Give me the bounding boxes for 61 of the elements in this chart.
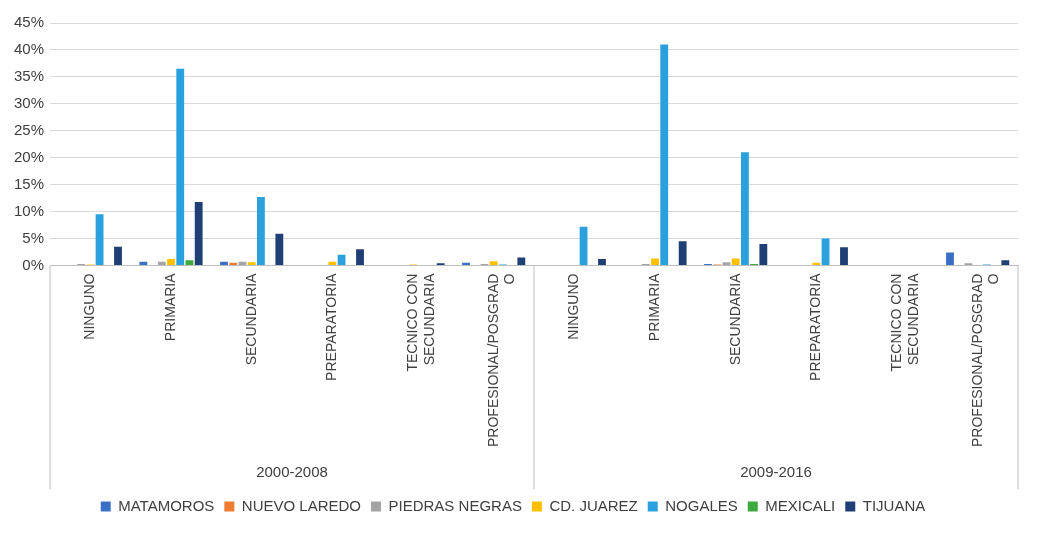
bar [114, 246, 122, 266]
y-tick-label: 30% [13, 93, 45, 111]
legend-label: NOGALES [665, 496, 738, 514]
bar [229, 262, 238, 266]
y-tick-label: 0% [22, 255, 45, 273]
y-tick-label: 45% [13, 13, 45, 31]
bar [678, 241, 687, 266]
bar [722, 262, 731, 266]
legend-label: MATAMOROS [118, 496, 215, 514]
bar [651, 258, 659, 266]
bar [731, 258, 740, 266]
y-tick-label: 35% [13, 67, 45, 85]
bar [489, 261, 498, 266]
bar [247, 262, 256, 266]
legend-label: CD. JUAREZ [549, 496, 638, 514]
x-tick-label: TECNICO CON SECUNDARIA [403, 272, 437, 372]
bar [840, 247, 848, 266]
bar [328, 261, 337, 266]
x-tick-label: SECUNDARIA [726, 272, 743, 366]
bar [256, 197, 265, 266]
bar [167, 259, 175, 266]
bar [740, 152, 749, 266]
bar [812, 262, 821, 266]
bar [946, 252, 954, 266]
bar [157, 261, 166, 266]
text: 2009-2016 [740, 463, 812, 481]
bar [759, 243, 768, 266]
bar [220, 261, 228, 266]
x-tick-label: PREPARATORIA [807, 272, 824, 381]
bar [462, 262, 470, 266]
x-tick-label: PROFESIONAL/POSGRADO [484, 273, 518, 447]
x-tick-label: PREPARATORIA [323, 272, 340, 381]
bar [1001, 260, 1010, 266]
bar [176, 68, 185, 266]
text: 2000-2008 [256, 463, 328, 481]
legend-label: PIEDRAS NEGRAS [388, 496, 522, 514]
x-tick-label: PROFESIONAL/POSGRADO [968, 273, 1002, 447]
y-tick-label: 15% [13, 174, 45, 192]
bar [275, 233, 284, 266]
y-tick-label: 10% [13, 201, 45, 219]
x-tick-label: PRIMARIA [645, 272, 662, 342]
x-tick-label: TECNICO CON SECUNDARIA [887, 272, 921, 372]
bar [660, 44, 669, 266]
y-tick-label: 20% [13, 147, 45, 165]
x-tick-label: SECUNDARIA [242, 272, 259, 366]
bar [598, 259, 606, 266]
bar [517, 257, 526, 266]
y-tick-label: 40% [13, 40, 45, 58]
y-tick-label: 25% [13, 120, 45, 138]
bar [95, 214, 104, 266]
x-tick-label: NINGUNO [81, 273, 98, 340]
bar [139, 261, 148, 266]
y-tick-label: 5% [22, 228, 45, 246]
bar [194, 201, 203, 266]
bar [356, 249, 364, 266]
legend-label: TIJUANA [862, 496, 926, 514]
legend-label: NUEVO LAREDO [241, 496, 362, 514]
x-tick-label: PRIMARIA [161, 272, 178, 342]
legend-label: MEXICALI [765, 496, 836, 514]
bar [185, 260, 194, 266]
x-tick-label: NINGUNO [565, 273, 582, 340]
